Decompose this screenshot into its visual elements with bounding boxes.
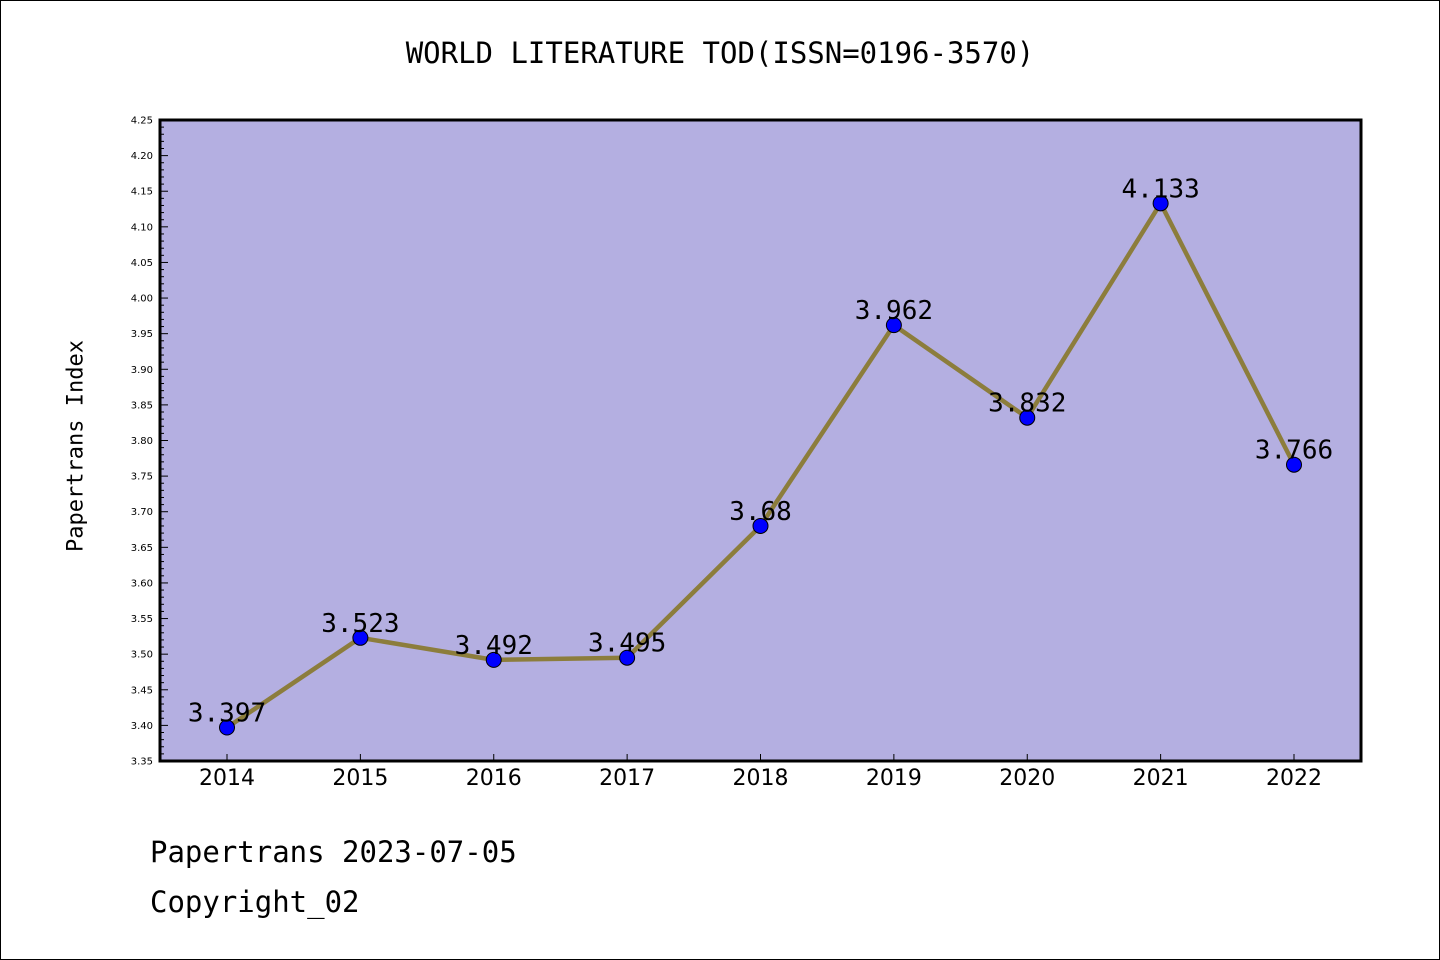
plot-area [160,120,1361,761]
y-tick-label: 3.80 [131,436,153,447]
y-tick-label: 3.65 [131,543,153,554]
y-tick-label: 3.85 [131,400,153,411]
data-label-2017: 3.495 [588,629,666,659]
data-point-2014 [219,719,235,736]
data-label-2020: 3.832 [988,389,1066,419]
data-label-2015: 3.523 [321,609,399,639]
x-tick-label: 2021 [1133,766,1189,791]
y-tick-label: 3.70 [131,507,153,518]
data-point-2018 [752,517,769,534]
data-label-2016: 3.492 [455,631,533,661]
x-tick-label: 2016 [466,766,522,791]
data-labels: 3.397 3.523 3.492 3.495 3.68 3.962 3.832 4.133 3… [188,174,1333,728]
x-tick-label: 2019 [866,766,922,791]
y-tick-label: 4.00 [131,294,153,305]
y-tick-label: 4.20 [131,151,153,162]
y-axis-ticks: 3.35 3.40 3.45 3.50 3.55 3.60 3.65 3.70 3.75 3.80… [131,116,168,768]
data-label-2022: 3.766 [1255,436,1333,466]
chart-title: WORLD LITERATURE TOD(ISSN=0196-3570) [405,36,1035,70]
y-tick-label: 3.35 [131,757,153,768]
data-label-2021: 4.133 [1121,174,1199,204]
data-point-2017 [619,649,636,666]
data-point-2015 [352,629,369,646]
data-point-2020 [1019,409,1036,426]
y-tick-label: 4.10 [131,222,153,233]
y-tick-label: 4.25 [131,116,153,127]
data-point-2019 [885,317,902,334]
series-markers [219,195,1302,736]
y-tick-label: 3.45 [131,685,153,696]
y-tick-label: 4.05 [131,258,153,269]
data-label-2014: 3.397 [188,699,266,729]
data-label-2018: 3.68 [729,497,792,527]
y-tick-label: 3.60 [131,578,153,589]
y-tick-label: 4.15 [131,187,153,198]
y-tick-label: 3.40 [131,721,153,732]
x-tick-label: 2020 [999,766,1055,791]
data-point-2016 [485,651,502,668]
x-tick-label: 2018 [733,766,789,791]
data-label-2019: 3.962 [855,296,933,326]
x-tick-label: 2022 [1266,766,1322,791]
x-tick-label: 2015 [332,766,388,791]
data-point-2021 [1152,195,1169,212]
y-tick-label: 3.50 [131,650,153,661]
data-point-2022 [1286,456,1302,473]
x-tick-label: 2014 [199,766,255,791]
y-tick-label: 3.55 [131,614,153,625]
y-tick-label: 3.90 [131,365,153,376]
y-tick-label: 3.95 [131,329,153,340]
footer-date: Papertrans 2023-07-05 [150,835,517,869]
y-tick-label: 3.75 [131,472,153,483]
x-axis-ticks: 2014 2015 2016 2017 2018 2019 2020 2021 2022 [199,754,1322,791]
plot-border [158,118,1363,763]
footer-copyright: Copyright_02 [150,885,360,919]
x-tick-label: 2017 [599,766,655,791]
